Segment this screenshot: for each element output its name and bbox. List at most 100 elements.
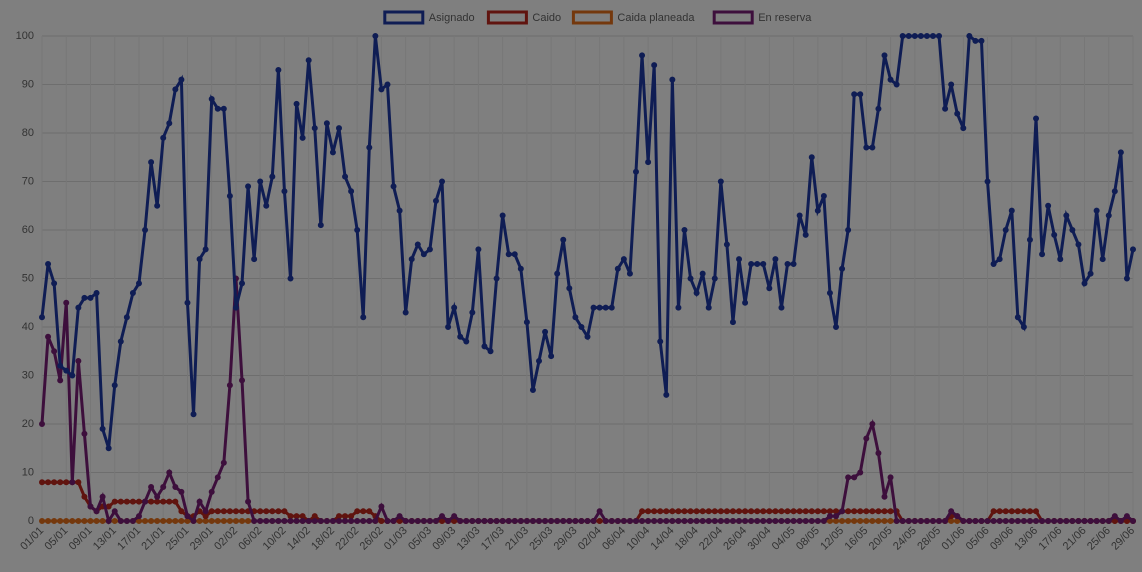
- data-point: [299, 518, 306, 524]
- data-point: [693, 508, 700, 515]
- data-point: [1057, 518, 1064, 524]
- data-point: [408, 518, 415, 524]
- data-point: [984, 518, 991, 524]
- data-point: [214, 105, 221, 112]
- data-point: [881, 493, 888, 500]
- data-point: [45, 260, 52, 267]
- data-point: [705, 304, 712, 311]
- x-tick-label: 10/04: [624, 525, 652, 553]
- data-point: [166, 120, 173, 127]
- data-point: [172, 498, 179, 505]
- data-point: [675, 518, 682, 524]
- data-point: [645, 508, 652, 515]
- data-point: [1117, 518, 1124, 524]
- data-point: [590, 518, 597, 524]
- data-point: [1039, 251, 1046, 258]
- data-point: [178, 488, 185, 495]
- data-point: [51, 280, 58, 287]
- data-point: [881, 518, 888, 524]
- y-tick-label: 20: [22, 418, 34, 430]
- data-point: [245, 498, 252, 505]
- data-point: [942, 518, 949, 524]
- data-point: [887, 508, 894, 515]
- data-point: [808, 154, 815, 161]
- data-point: [620, 256, 627, 263]
- data-point: [845, 474, 852, 481]
- legend-item[interactable]: En reserva: [712, 10, 812, 25]
- data-point: [863, 435, 870, 442]
- legend-item[interactable]: Caida planeada: [571, 10, 695, 25]
- data-point: [869, 518, 876, 524]
- data-point: [820, 508, 827, 515]
- data-point: [105, 518, 112, 524]
- data-point: [614, 518, 621, 524]
- legend-label: Asignado: [429, 12, 475, 24]
- data-point: [869, 508, 876, 515]
- data-point: [342, 513, 349, 520]
- data-point: [778, 508, 785, 515]
- legend-item[interactable]: Asignado: [383, 10, 475, 25]
- data-point: [881, 52, 888, 59]
- data-point: [166, 498, 173, 505]
- data-point: [99, 425, 106, 432]
- data-point: [87, 294, 94, 301]
- data-point: [81, 430, 88, 437]
- legend-item[interactable]: Caido: [486, 10, 561, 25]
- data-point: [439, 178, 446, 185]
- data-point: [784, 260, 791, 267]
- x-tick-label: 04/05: [770, 525, 798, 553]
- data-point: [796, 518, 803, 524]
- data-point: [378, 86, 385, 93]
- data-point: [990, 508, 997, 515]
- x-tick-label: 25/03: [527, 525, 555, 553]
- data-point: [402, 518, 409, 524]
- data-point: [117, 338, 124, 345]
- data-point: [1051, 231, 1058, 238]
- data-point: [208, 488, 215, 495]
- data-point: [75, 479, 82, 486]
- y-tick-label: 0: [28, 515, 34, 527]
- data-point: [311, 125, 318, 132]
- data-point: [705, 508, 712, 515]
- x-tick-label: 21/06: [1061, 525, 1089, 553]
- data-point: [936, 33, 943, 39]
- data-point: [645, 518, 652, 524]
- x-tick-label: 17/06: [1036, 525, 1064, 553]
- data-point: [814, 518, 821, 524]
- x-tick-label: 14/02: [285, 525, 313, 553]
- data-point: [505, 251, 512, 258]
- data-point: [457, 518, 464, 524]
- data-point: [269, 508, 276, 515]
- data-point: [463, 338, 470, 345]
- data-point: [220, 459, 227, 466]
- data-point: [372, 518, 379, 524]
- data-point: [142, 498, 149, 505]
- data-point: [378, 518, 385, 524]
- data-point: [639, 518, 646, 524]
- data-point: [1057, 256, 1064, 263]
- y-tick-label: 60: [22, 224, 34, 236]
- data-point: [651, 518, 658, 524]
- data-point: [1123, 275, 1130, 282]
- data-point: [87, 503, 94, 510]
- data-point: [117, 518, 124, 524]
- data-point: [257, 508, 264, 515]
- data-point: [93, 518, 100, 524]
- data-point: [651, 62, 658, 69]
- data-point: [129, 290, 136, 297]
- data-point: [790, 518, 797, 524]
- data-point: [354, 227, 361, 233]
- data-point: [148, 498, 155, 505]
- data-point: [432, 518, 439, 524]
- data-point: [1033, 508, 1040, 515]
- data-point: [742, 508, 749, 515]
- legend-swatch: [486, 10, 528, 25]
- data-point: [536, 518, 543, 524]
- x-tick-label: 25/06: [1085, 525, 1113, 553]
- data-point: [1075, 241, 1082, 248]
- data-point: [123, 314, 130, 321]
- data-point: [863, 508, 870, 515]
- data-point: [826, 508, 833, 515]
- data-point: [481, 343, 488, 350]
- data-point: [711, 518, 718, 524]
